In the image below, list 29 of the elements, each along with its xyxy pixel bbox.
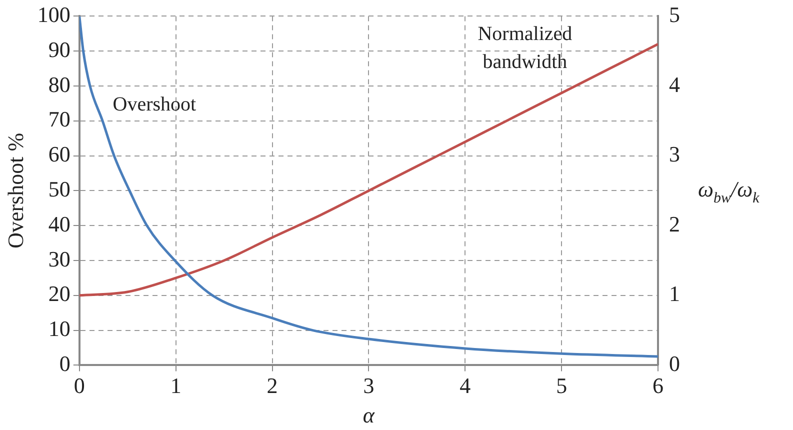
y-tick-label: 20 [48,281,70,306]
y-tick-label: 0 [59,350,70,376]
x-tick-label: 3 [363,373,374,398]
x-tick-label: 4 [460,373,471,398]
y-tick-label: 80 [48,72,70,97]
y-tick-label: 10 [48,316,70,342]
x-tick-label: 2 [266,373,278,398]
series-label: Normalized bandwidth [478,23,572,74]
y-axis-title: Overshoot % [2,132,28,248]
x-axis-title: α [362,402,375,428]
y-tick-label: 100 [37,2,70,27]
line-series [79,42,658,297]
y2-tick-label: 3 [669,142,680,167]
y-tick-label: 90 [48,36,70,62]
x-tick-label: 5 [556,373,568,398]
y2-tick-label: 4 [669,72,680,97]
x-tick-label: 6 [652,373,664,398]
y2-tick-label: 1 [669,281,680,306]
y2-tick-label: 0 [669,350,680,376]
y-tick-label: 30 [48,246,70,272]
y2-tick-label: 5 [669,2,680,27]
x-tick-label: 1 [170,373,182,398]
y-tick-label: 40 [48,211,70,236]
y-tick-label: 50 [48,176,70,202]
series-label: Overshoot [112,93,197,116]
line-series [79,16,658,358]
y2-tick-label: 2 [669,211,680,236]
y-tick-label: 70 [48,106,70,132]
y-tick-label: 60 [48,142,70,167]
